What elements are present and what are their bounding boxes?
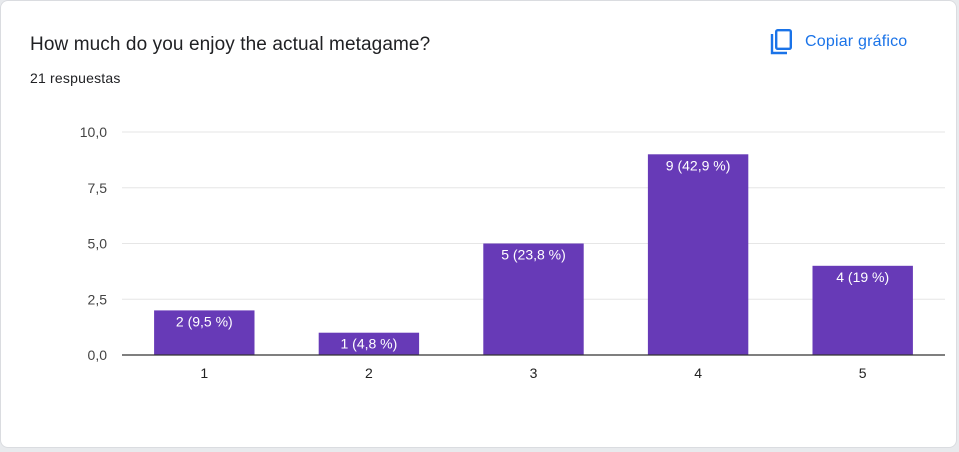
copy-icon	[769, 29, 793, 55]
y-tick-label: 2,5	[88, 291, 108, 307]
y-tick-label: 5,0	[88, 236, 108, 252]
x-tick-label: 5	[859, 365, 867, 381]
question-title: How much do you enjoy the actual metagam…	[30, 34, 431, 55]
copy-chart-label: Copiar gráfico	[805, 33, 908, 50]
bar-data-label: 2 (9,5 %)	[176, 313, 233, 329]
y-tick-label: 10,0	[80, 124, 107, 140]
bar-data-label: 5 (23,8 %)	[501, 247, 566, 263]
x-tick-label: 1	[200, 365, 208, 381]
bar	[647, 154, 749, 355]
x-tick-label: 3	[530, 365, 538, 381]
bar-data-label: 4 (19 %)	[836, 269, 889, 285]
x-tick-label: 4	[694, 365, 702, 381]
bar-data-label: 9 (42,9 %)	[666, 157, 731, 173]
bar	[318, 332, 420, 355]
copy-chart-button[interactable]: Copiar gráfico	[761, 25, 915, 59]
y-tick-label: 7,5	[88, 180, 108, 196]
bar-data-label: 1 (4,8 %)	[340, 336, 397, 352]
x-tick-label: 2	[365, 365, 373, 381]
bar	[483, 243, 584, 355]
bar	[154, 310, 255, 355]
y-tick-label: 0,0	[88, 347, 108, 363]
bar	[812, 265, 913, 355]
response-count: 21 respuestas	[30, 70, 121, 86]
